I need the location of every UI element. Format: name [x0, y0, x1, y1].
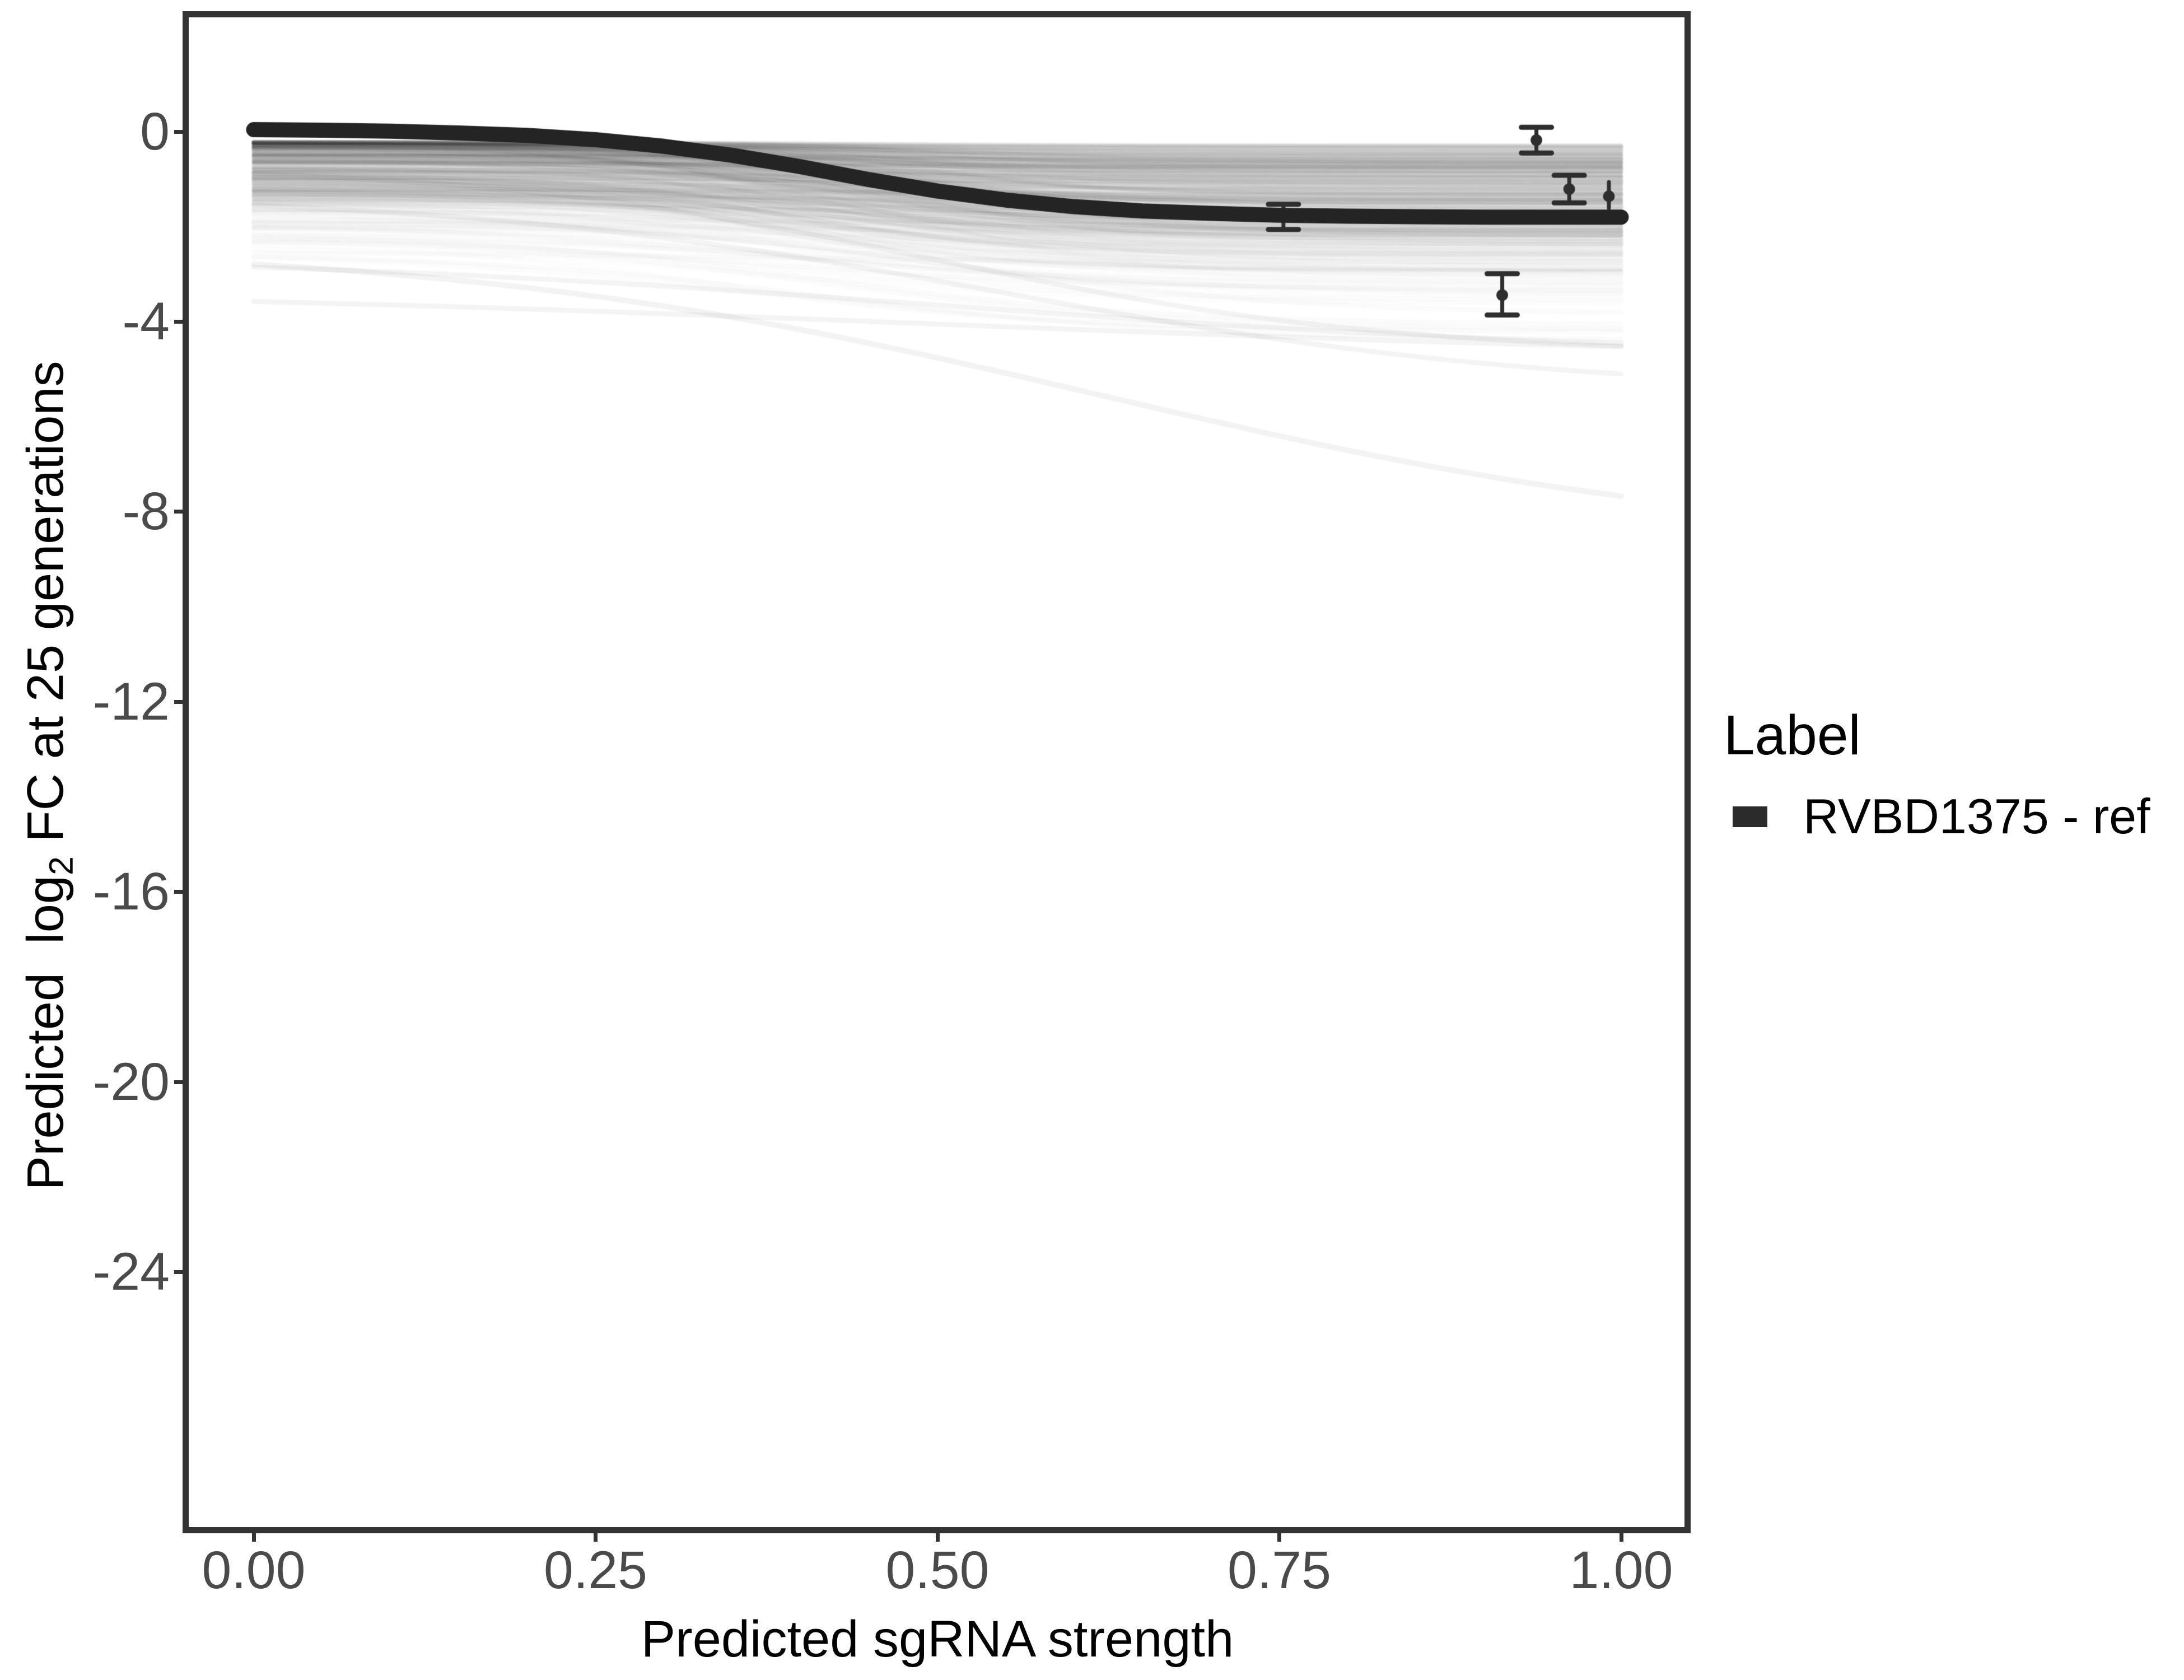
y-tick-label: -4: [122, 291, 170, 351]
y-tick-label: -16: [92, 862, 170, 922]
legend: Label RVBD1375 - ref: [1724, 704, 2150, 844]
legend-key-line-swatch: [1733, 806, 1767, 827]
y-axis-title: Predicted log2 FC at 25 generations: [15, 361, 92, 1190]
legend-item-label: RVBD1375 - ref: [1803, 788, 2150, 844]
x-tick-label: 0.00: [202, 1541, 306, 1600]
y-tick-label: -24: [92, 1242, 170, 1302]
x-tick-mark: [1619, 1533, 1623, 1542]
x-tick-label: 0.75: [1228, 1541, 1331, 1600]
y-axis-title-text: Predicted log: [17, 875, 74, 1191]
y-tick-mark: [174, 699, 183, 704]
x-tick-mark: [935, 1533, 940, 1542]
x-tick-mark: [251, 1533, 256, 1542]
x-axis-title: Predicted sgRNA strength: [641, 1611, 1234, 1668]
y-axis-title-text-2: FC at 25 generations: [17, 361, 74, 857]
y-tick-label: -8: [122, 482, 170, 542]
y-tick-label: -12: [92, 671, 170, 731]
y-tick-mark: [174, 890, 183, 894]
x-tick-mark: [594, 1533, 598, 1542]
y-tick-label: -20: [92, 1052, 170, 1112]
y-tick-mark: [174, 129, 183, 134]
legend-item: RVBD1375 - ref: [1724, 788, 2150, 844]
x-tick-label: 0.25: [544, 1541, 647, 1600]
y-tick-mark: [174, 319, 183, 324]
legend-title: Label: [1724, 704, 1861, 767]
x-tick-mark: [1277, 1533, 1281, 1542]
y-tick-label: 0: [140, 101, 170, 161]
y-tick-mark: [174, 1270, 183, 1275]
y-axis-title-subscript: 2: [41, 856, 80, 875]
x-tick-label: 0.50: [885, 1541, 990, 1600]
y-tick-mark: [174, 510, 183, 514]
x-tick-label: 1.00: [1569, 1541, 1673, 1600]
y-tick-mark: [174, 1080, 183, 1084]
